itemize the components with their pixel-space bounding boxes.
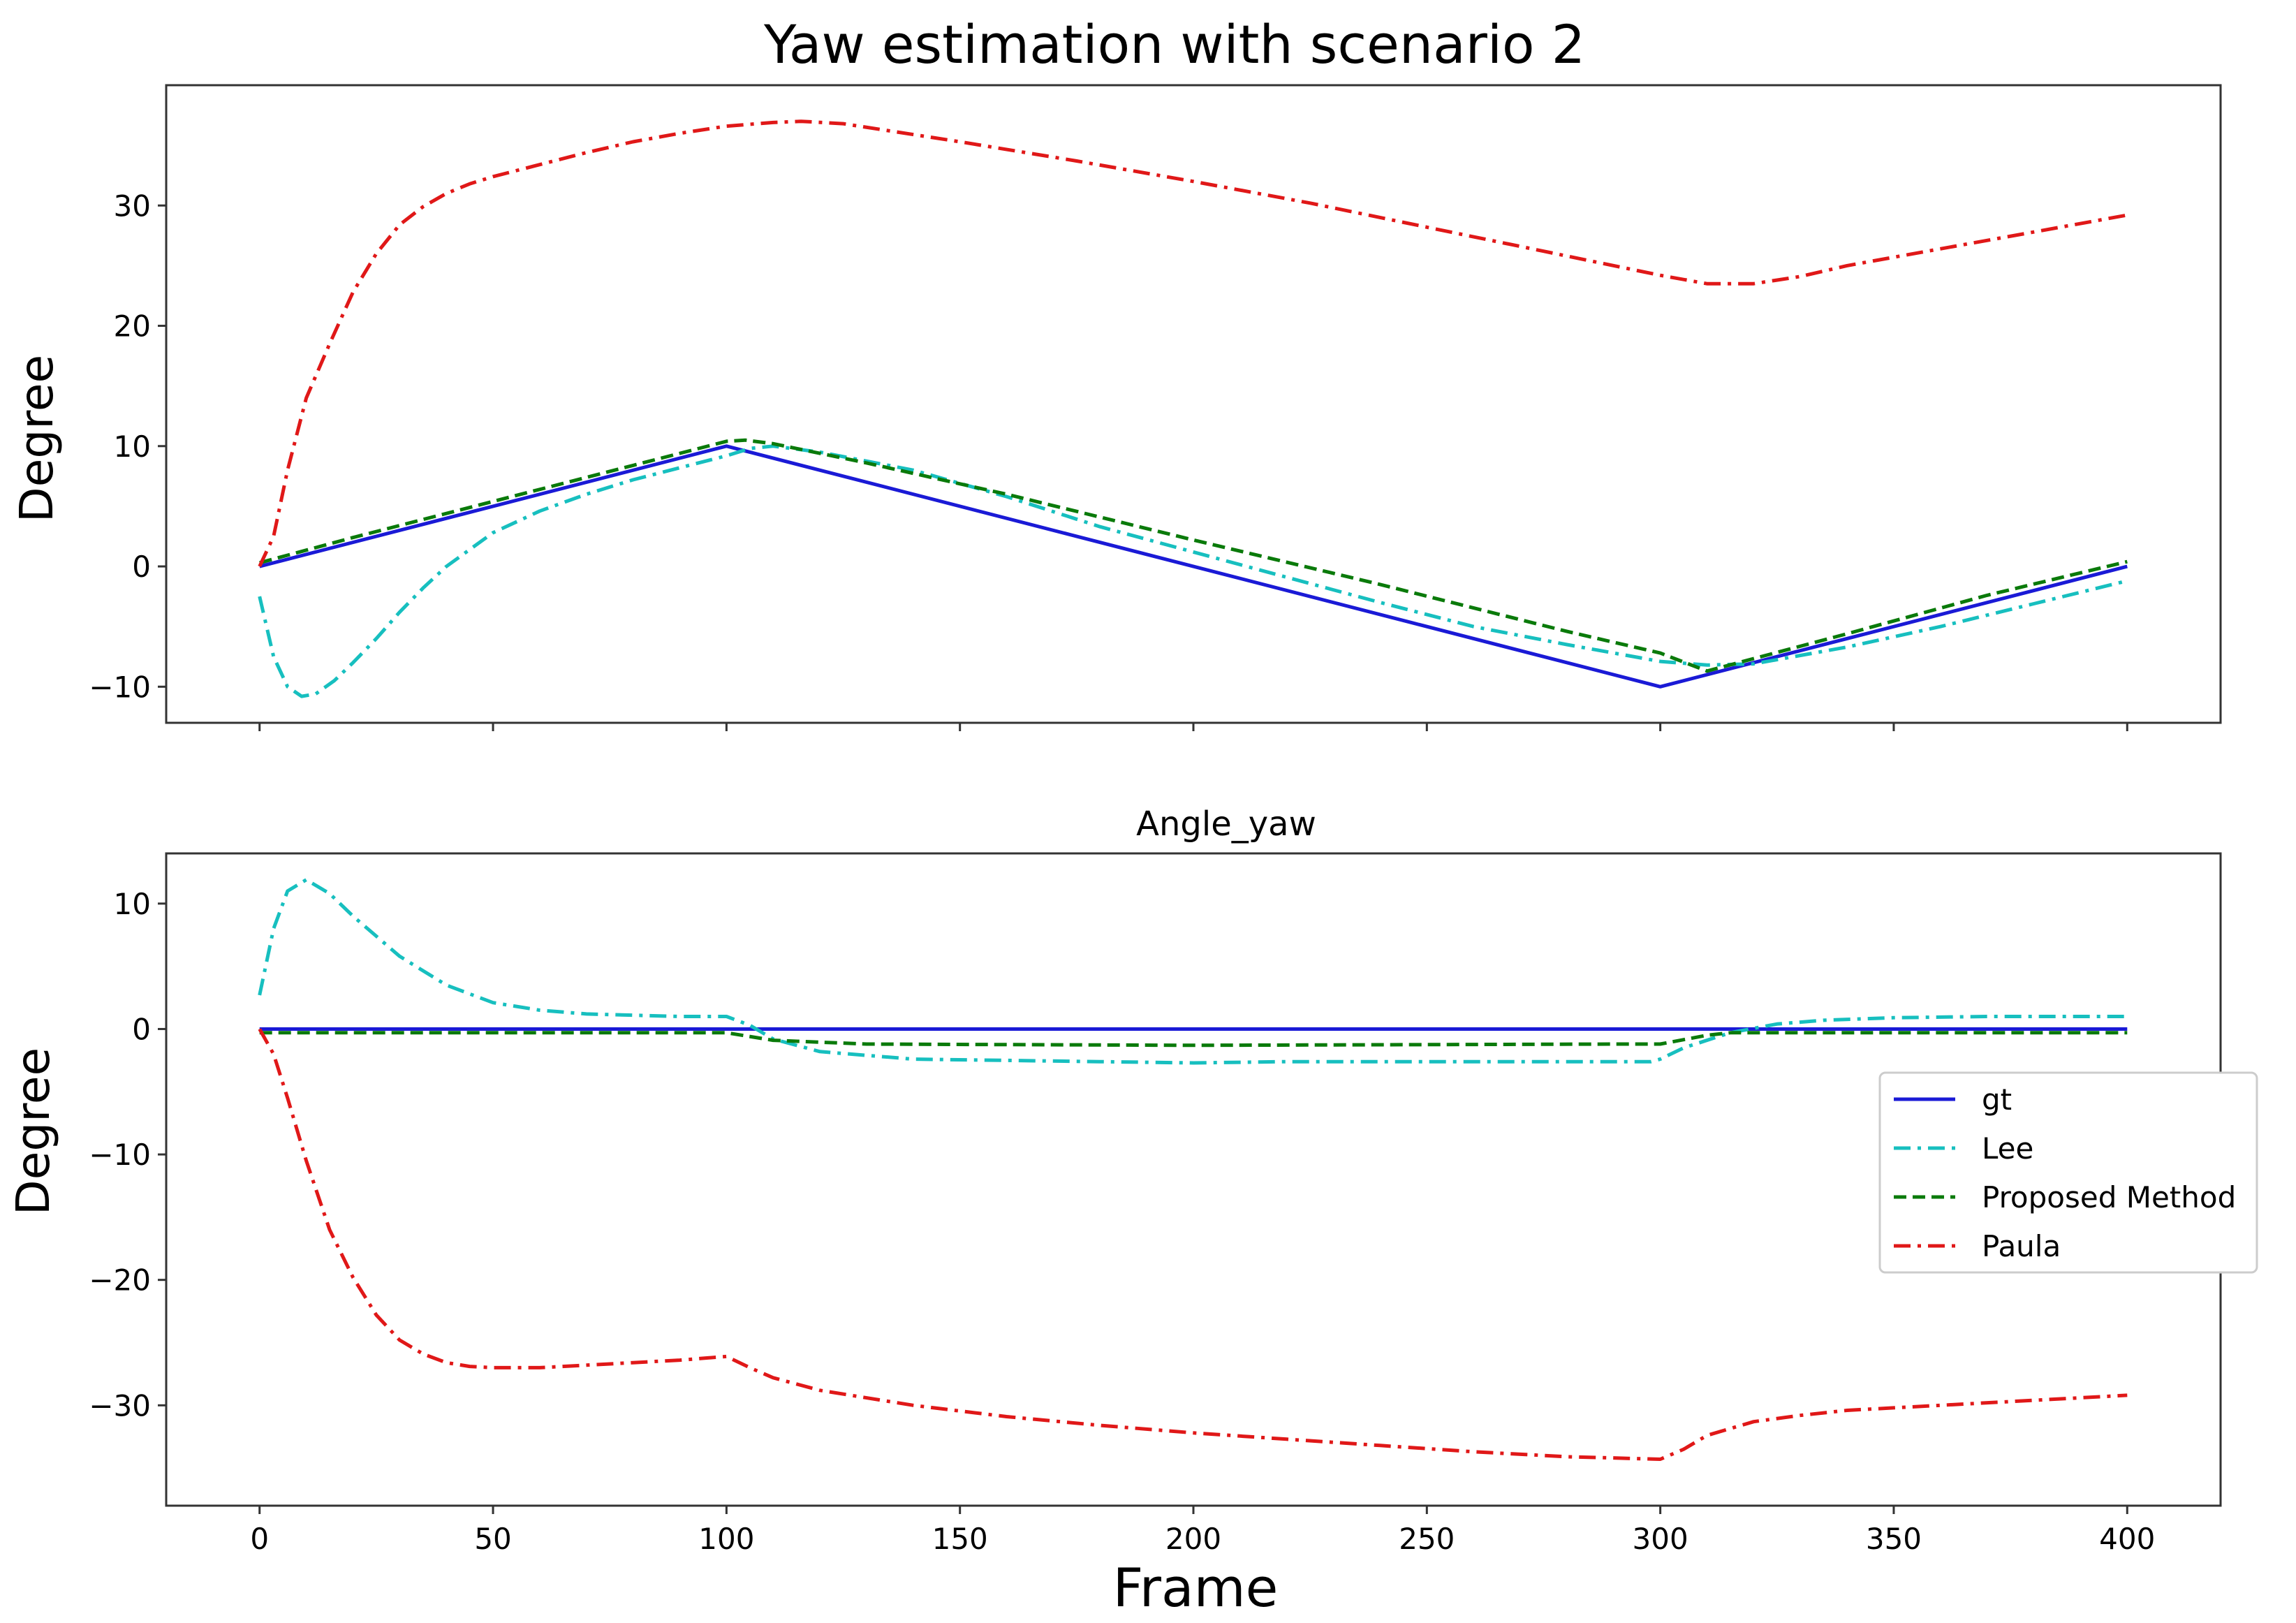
bottom-x-axis-label: Frame — [1113, 1557, 1279, 1619]
bottom-x-axis: 0 50 100 150 200 250 300 350 400 — [250, 1506, 2155, 1556]
bottom-y-tick-label: 10 — [114, 887, 151, 921]
bottom-x-tick-label: 300 — [1633, 1522, 1688, 1556]
bottom-subplot: Angle_yaw −30 −20 −10 0 10 0 50 100 150 200 250 30… — [6, 805, 2258, 1619]
top-series-gt — [259, 444, 2128, 689]
top-y-tick-label: 20 — [114, 309, 151, 344]
bottom-x-tick-label: 150 — [932, 1522, 988, 1556]
top-y-axis-label: Degree — [10, 355, 64, 522]
legend-label-gt: gt — [1982, 1082, 2012, 1117]
bottom-y-tick-label: 0 — [132, 1012, 151, 1046]
top-series-group — [258, 119, 2128, 698]
bottom-subplot-title: Angle_yaw — [1136, 805, 1316, 844]
top-subplot: −10 0 10 20 30 Degree — [10, 84, 2222, 731]
bottom-series-paula — [258, 1028, 2128, 1461]
legend-box — [1878, 1071, 2258, 1274]
bottom-x-tick-label: 50 — [474, 1522, 511, 1556]
top-series-proposed-method — [259, 438, 2128, 673]
bottom-x-tick-label: 250 — [1399, 1522, 1455, 1556]
bottom-series-group — [258, 878, 2128, 1461]
bottom-x-tick-label: 0 — [250, 1522, 269, 1556]
bottom-x-tick-label: 350 — [1866, 1522, 1922, 1556]
bottom-y-tick-label: −10 — [89, 1138, 151, 1172]
top-x-axis — [258, 723, 2128, 731]
top-y-axis: −10 0 10 20 30 — [89, 189, 166, 704]
figure-title: Yaw estimation with scenario 2 — [763, 13, 1585, 75]
top-y-tick-label: 10 — [114, 429, 151, 464]
bottom-x-tick-label: 400 — [2099, 1522, 2155, 1556]
bottom-y-tick-label: −20 — [89, 1263, 151, 1298]
legend-label-lee: Lee — [1982, 1131, 2033, 1166]
top-series-lee — [258, 444, 2128, 698]
bottom-series-proposed-method — [259, 1031, 2128, 1048]
top-y-tick-label: 30 — [114, 189, 151, 223]
legend: gt Lee Proposed Method Paula — [1878, 1071, 2258, 1274]
bottom-y-tick-label: −30 — [89, 1388, 151, 1423]
bottom-y-axis-label: Degree — [6, 1048, 60, 1215]
legend-label-proposed: Proposed Method — [1982, 1180, 2236, 1214]
bottom-y-axis: −30 −20 −10 0 10 — [89, 887, 166, 1423]
top-y-tick-label: −10 — [89, 670, 151, 704]
bottom-x-tick-label: 100 — [698, 1522, 754, 1556]
bottom-x-tick-label: 200 — [1165, 1522, 1221, 1556]
top-y-tick-label: 0 — [132, 550, 151, 584]
legend-label-paula: Paula — [1982, 1229, 2061, 1263]
bottom-series-lee — [258, 878, 2128, 1065]
top-series-paula — [258, 119, 2128, 568]
